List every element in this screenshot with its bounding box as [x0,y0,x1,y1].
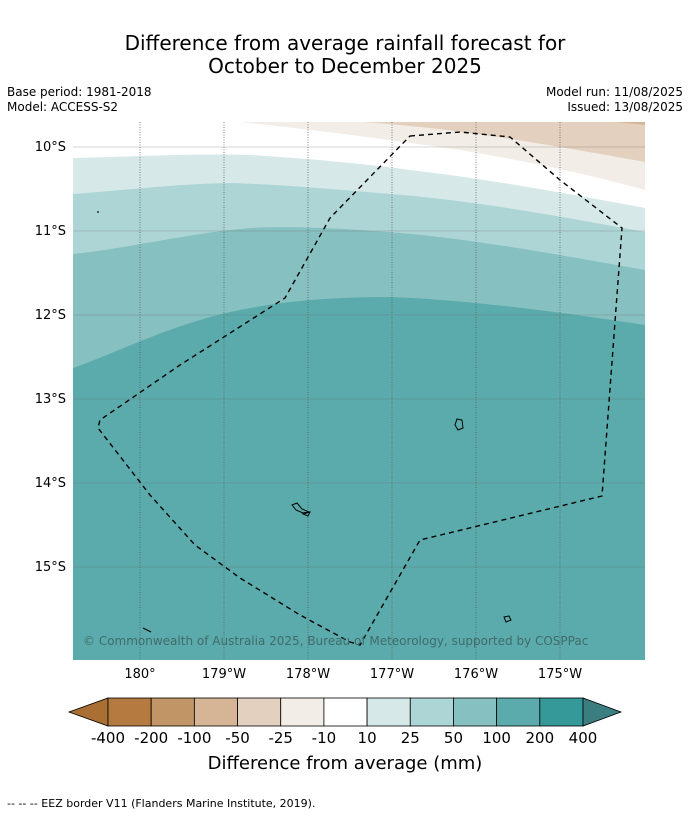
copyright-text: © Commonwealth of Australia 2025, Bureau… [83,634,588,648]
lon-label: 175°W [538,667,582,682]
colorbar-swatch [409,697,454,727]
lon-label: 180° [124,667,155,682]
model-run: Model run: 11/08/2025 [545,85,683,99]
colorbar-tick-label: -400 [91,729,125,747]
colorbar-tick-label: 25 [401,729,420,747]
lat-label: 14°S [35,476,66,491]
footnote: -- -- -- EEZ border V11 (Flanders Marine… [7,797,316,810]
meta-right: Model run: 11/08/2025 Issued: 13/08/2025 [546,85,683,115]
lon-labels: 180° 179°W 178°W 177°W 176°W 175°W [124,667,582,682]
colorbar-title: Difference from average (mm) [207,753,483,774]
colorbar-tick-label: -10 [312,729,337,747]
lat-label: 11°S [35,224,66,239]
lat-labels: 10°S 11°S 12°S 13°S 14°S 15°S [35,140,66,575]
graticule-parallels [73,146,645,568]
colorbar-tick-label: 400 [569,729,598,747]
colorbar-tick-label: 200 [525,729,554,747]
lon-label: 176°W [454,667,498,682]
colorbar: -400 -200 -100 -50 -25 -10 10 25 50 100 200 400 [67,697,623,747]
base-period: Base period: 1981-2018 [7,85,152,99]
colorbar-tick-label: 100 [482,729,511,747]
colorbar-swatch [193,697,238,727]
island-outline [503,615,512,623]
colorbar-swatch [496,697,541,727]
colorbar-swatch [366,697,411,727]
lon-label: 179°W [202,667,246,682]
band-minus50-100 [614,122,645,125]
lat-label: 15°S [35,560,66,575]
island-outline [454,418,464,431]
colorbar-swatch [323,697,368,727]
colorbar-swatch [107,697,152,727]
map-title-line2: October to December 2025 [208,54,482,78]
colorbar-swatch [237,697,282,727]
colorbar-swatch [453,697,498,727]
rainfall-field [73,122,645,660]
issued-date: Issued: 13/08/2025 [567,100,683,114]
colorbar-tick-label: -25 [268,729,293,747]
colorbar-tick-label: -100 [177,729,211,747]
island-outline [301,511,311,517]
colorbar-swatch [150,697,195,727]
island-dot [97,211,99,213]
colorbar-swatch [539,697,584,727]
meta-left: Base period: 1981-2018 Model: ACCESS-S2 [7,85,152,115]
band-minus25-50 [363,122,645,162]
map-title-line1: Difference from average rainfall forecas… [124,31,566,55]
lon-label: 178°W [286,667,330,682]
colorbar-swatch [280,697,325,727]
model-name: Model: ACCESS-S2 [7,100,119,114]
graticule-meridians [139,122,561,660]
island-outline [142,627,152,633]
colorbar-tick-label: -50 [225,729,250,747]
lat-label: 12°S [35,308,66,323]
colorbar-extend-high [582,697,623,727]
colorbar-extend-low [67,697,109,727]
colorbar-tick-label: 50 [444,729,463,747]
lon-label: 177°W [370,667,414,682]
lat-label: 10°S [35,140,66,155]
lat-label: 13°S [35,392,66,407]
colorbar-tick-label: 10 [358,729,377,747]
eez-border [97,131,623,646]
colorbar-tick-label: -200 [134,729,168,747]
